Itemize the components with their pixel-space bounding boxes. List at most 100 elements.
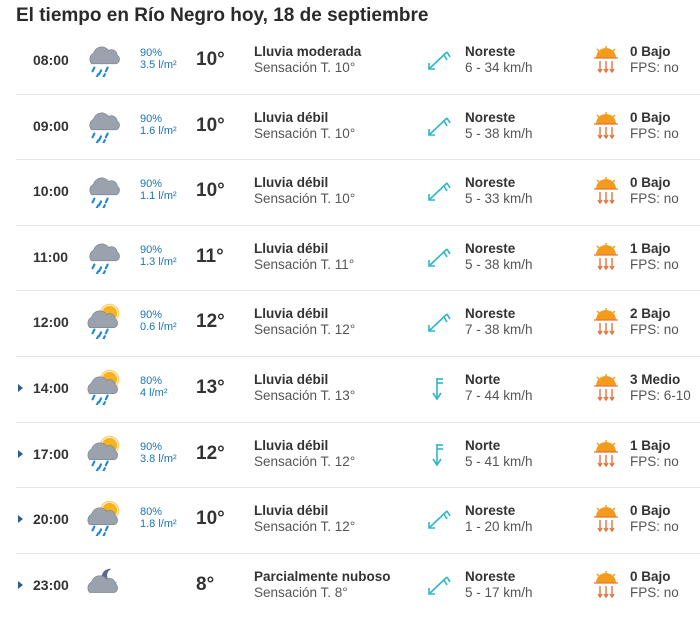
precipitation: 80% 1.8 l/m² — [140, 506, 177, 530]
wind-northeast-icon — [426, 113, 452, 139]
precip-amount: 0.6 l/m² — [140, 321, 177, 334]
weather-description: Lluvia débil Sensación T. 12° — [254, 503, 355, 535]
uv-sun-icon — [594, 46, 618, 76]
uv-level: 3 Medio — [630, 371, 681, 387]
wind-speed: 5 - 17 km/h — [465, 584, 533, 600]
feels-like-text: Sensación T. 12° — [254, 519, 356, 535]
feels-like-text: Sensación T. 10° — [254, 125, 356, 141]
wind-info: Noreste 5 - 38 km/h — [465, 110, 533, 142]
expand-caret-icon[interactable] — [18, 515, 23, 524]
condition-text: Lluvia débil — [254, 371, 329, 387]
precipitation: 80% 4 l/m² — [140, 375, 168, 399]
condition-text: Lluvia moderada — [254, 44, 362, 59]
sun-cloud-rain-icon — [82, 369, 122, 407]
row-time: 14:00 — [33, 379, 69, 396]
row-time: 11:00 — [33, 248, 69, 265]
expand-caret-icon[interactable] — [18, 449, 23, 458]
fps-recommendation: FPS: no — [630, 191, 679, 207]
weather-description: Lluvia débil Sensación T. 10° — [254, 175, 355, 207]
uv-info: 3 Medio FPS: 6-10 — [630, 372, 691, 404]
row-time: 09:00 — [33, 117, 69, 134]
precip-amount: 1.8 l/m² — [140, 518, 177, 531]
weather-description: Parcialmente nuboso Sensación T. 8° — [254, 569, 391, 601]
condition-text: Lluvia débil — [254, 437, 329, 453]
uv-info: 0 Bajo FPS: no — [630, 175, 679, 207]
fps-recommendation: FPS: no — [630, 60, 679, 75]
wind-direction: Noreste — [465, 503, 516, 519]
fps-recommendation: FPS: no — [630, 453, 679, 469]
feels-like-text: Sensación T. 11° — [254, 256, 355, 272]
temperature: 10° — [196, 180, 225, 202]
cloud-rain-icon — [82, 41, 122, 79]
cloud-rain-icon — [82, 172, 122, 211]
wind-direction: Noreste — [465, 175, 516, 191]
wind-info: Noreste 5 - 33 km/h — [465, 175, 533, 207]
weather-description: Lluvia débil Sensación T. 12° — [254, 438, 355, 470]
wind-direction: Noreste — [465, 109, 516, 125]
uv-info: 1 Bajo FPS: no — [630, 438, 679, 470]
uv-level: 0 Bajo — [630, 568, 671, 584]
forecast-row[interactable]: 20:00 80% 1.8 l/m² 10° Lluvia débil Sens… — [16, 488, 700, 554]
feels-like-text: Sensación T. 13° — [254, 387, 356, 403]
uv-level: 0 Bajo — [630, 109, 671, 125]
fps-recommendation: FPS: no — [630, 256, 679, 272]
precipitation: 90% 0.6 l/m² — [140, 309, 177, 333]
condition-text: Lluvia débil — [254, 109, 329, 125]
precip-amount: 4 l/m² — [140, 386, 168, 399]
cloud-rain-icon — [82, 107, 122, 145]
uv-sun-icon — [594, 373, 618, 404]
temperature: 10° — [196, 508, 225, 530]
forecast-row[interactable]: 14:00 80% 4 l/m² 13° Lluvia débil Sensac… — [16, 357, 700, 423]
sun-cloud-rain-icon — [82, 435, 122, 473]
wind-info: Noreste 6 - 34 km/h — [465, 44, 533, 76]
wind-direction: Noreste — [465, 306, 516, 322]
wind-northeast-icon — [426, 506, 452, 532]
precip-probability: 90% — [140, 440, 163, 453]
precip-amount: 1.3 l/m² — [140, 255, 177, 268]
uv-level: 1 Bajo — [630, 240, 671, 256]
uv-level: 0 Bajo — [630, 175, 671, 191]
row-time: 20:00 — [33, 511, 69, 528]
forecast-row: 12:00 90% 0.6 l/m² 12° Lluvia débil Sens… — [16, 291, 700, 357]
fps-recommendation: FPS: no — [630, 584, 679, 600]
temperature: 10° — [196, 49, 225, 70]
weather-description: Lluvia moderada Sensación T. 10° — [254, 44, 361, 76]
forecast-row[interactable]: 23:00 8° Parcialmente nuboso Sensación T.… — [16, 554, 700, 619]
precip-amount: 3.5 l/m² — [140, 59, 177, 71]
precip-probability: 90% — [140, 47, 163, 59]
forecast-row: 09:00 90% 1.6 l/m² 10° Lluvia débil Sens… — [16, 95, 700, 161]
row-time: 17:00 — [33, 445, 69, 462]
weather-description: Lluvia débil Sensación T. 11° — [254, 241, 354, 273]
uv-sun-icon — [594, 111, 618, 142]
uv-sun-icon — [594, 308, 618, 338]
condition-text: Lluvia débil — [254, 175, 329, 191]
temperature: 13° — [196, 376, 225, 398]
uv-info: 0 Bajo FPS: no — [630, 569, 679, 601]
wind-info: Noreste 5 - 17 km/h — [465, 569, 533, 601]
wind-speed: 1 - 20 km/h — [465, 519, 533, 535]
precipitation: 90% 3.8 l/m² — [140, 441, 177, 465]
expand-caret-icon[interactable] — [18, 580, 23, 589]
page-title: El tiempo en Río Negro hoy, 18 de septie… — [16, 5, 429, 26]
wind-speed: 6 - 34 km/h — [465, 60, 533, 75]
uv-sun-icon — [594, 177, 618, 207]
condition-text: Parcialmente nuboso — [254, 568, 391, 584]
fps-recommendation: FPS: no — [630, 519, 679, 535]
expand-caret-icon[interactable] — [18, 383, 23, 392]
forecast-row[interactable]: 17:00 90% 3.8 l/m² 12° Lluvia débil Sens… — [16, 423, 700, 489]
condition-text: Lluvia débil — [254, 306, 329, 322]
weather-description: Lluvia débil Sensación T. 10° — [254, 110, 355, 142]
row-time: 10:00 — [33, 183, 69, 200]
uv-info: 2 Bajo FPS: no — [630, 306, 679, 338]
uv-sun-icon — [594, 570, 618, 601]
precipitation: 90% 3.5 l/m² — [140, 47, 177, 71]
wind-direction: Noreste — [465, 240, 516, 256]
wind-north-icon — [426, 375, 452, 401]
precipitation: 90% 1.3 l/m² — [140, 244, 177, 268]
forecast-row: 08:00 90% 3.5 l/m² 10° Lluvia moderada S… — [16, 29, 700, 95]
wind-info: Noreste 7 - 38 km/h — [465, 306, 533, 338]
wind-direction: Norte — [465, 437, 501, 453]
temperature: 10° — [196, 114, 225, 136]
wind-direction: Noreste — [465, 44, 516, 59]
sun-cloud-rain-icon — [82, 500, 122, 539]
